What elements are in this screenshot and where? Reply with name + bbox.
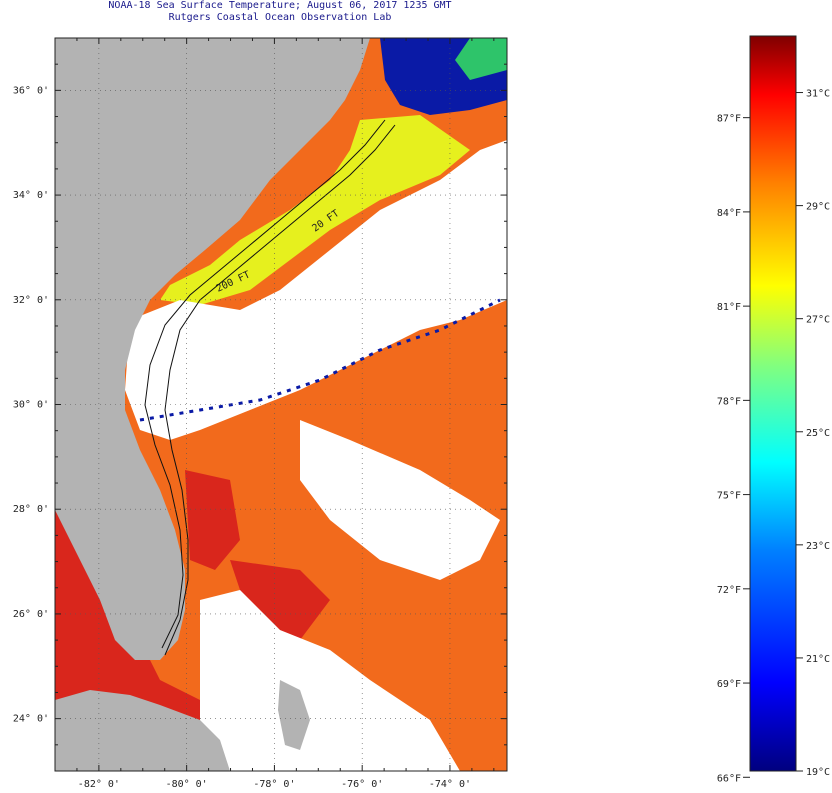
- colorbar-f-label: 81°F: [717, 302, 741, 313]
- map-subtitle: Rutgers Coastal Ocean Observation Lab: [168, 12, 392, 23]
- lat-label: 26° 0': [13, 609, 49, 620]
- land-mass-bahamas: [278, 680, 310, 750]
- colorbar-c-label: 21°C: [806, 654, 830, 665]
- colorbar-c-label: 31°C: [806, 89, 830, 100]
- colorbar-axes: 87°F 84°F 81°F 78°F 75°F 72°F 69°F 66°F 31°C 29°C…: [717, 89, 830, 785]
- colorbar-f-label: 78°F: [717, 396, 741, 407]
- sea-hot-region-florida-current: [185, 470, 240, 570]
- lon-label: -82° 0': [78, 779, 120, 790]
- lat-label: 28° 0': [13, 504, 49, 515]
- cloud-mask-region-south: [200, 590, 460, 771]
- cool-water-region: [455, 38, 507, 80]
- lon-label: -80° 0': [166, 779, 208, 790]
- colorbar-c-label: 23°C: [806, 541, 830, 552]
- land-mass-us: [55, 38, 370, 660]
- lat-label: 32° 0': [13, 295, 49, 306]
- colorbar-f-label: 84°F: [717, 208, 741, 219]
- map-title: NOAA-18 Sea Surface Temperature; August …: [108, 0, 452, 11]
- colorbar-c-label: 27°C: [806, 315, 830, 326]
- lat-label: 30° 0': [13, 400, 49, 411]
- colorbar-f-label: 75°F: [717, 491, 741, 502]
- colorbar-c-label: 29°C: [806, 202, 830, 213]
- map-axes: 24° 0' 26° 0' 28° 0' 30° 0' 32° 0' 34° 0' 36° …: [13, 38, 507, 790]
- colorbar-f-label: 87°F: [717, 114, 741, 125]
- isobath-20ft: [144, 119, 386, 649]
- lat-label: 24° 0': [13, 714, 49, 725]
- shelf-water-region: [160, 115, 470, 305]
- lon-label: -74° 0': [429, 779, 471, 790]
- colorbar-f-label: 69°F: [717, 679, 741, 690]
- colorbar-f-label: 72°F: [717, 585, 741, 596]
- cold-edge-speckles: [139, 298, 501, 422]
- lat-label: 36° 0': [13, 85, 49, 96]
- colorbar-c-label: 19°C: [806, 767, 830, 778]
- land-mass-cuba: [55, 690, 230, 771]
- lon-label: -78° 0': [253, 779, 295, 790]
- colorbar-f-label: 66°F: [717, 773, 741, 784]
- cloud-mask-region: [125, 140, 507, 440]
- isobath-200ft: [164, 124, 396, 656]
- colorbar-c-label: 25°C: [806, 428, 830, 439]
- lat-label: 34° 0': [13, 190, 49, 201]
- colorbar: [749, 35, 797, 772]
- lon-label: -76° 0': [341, 779, 383, 790]
- map-panel: 200 FT 20 FT: [55, 38, 507, 771]
- cloud-mask-region-east: [300, 420, 500, 580]
